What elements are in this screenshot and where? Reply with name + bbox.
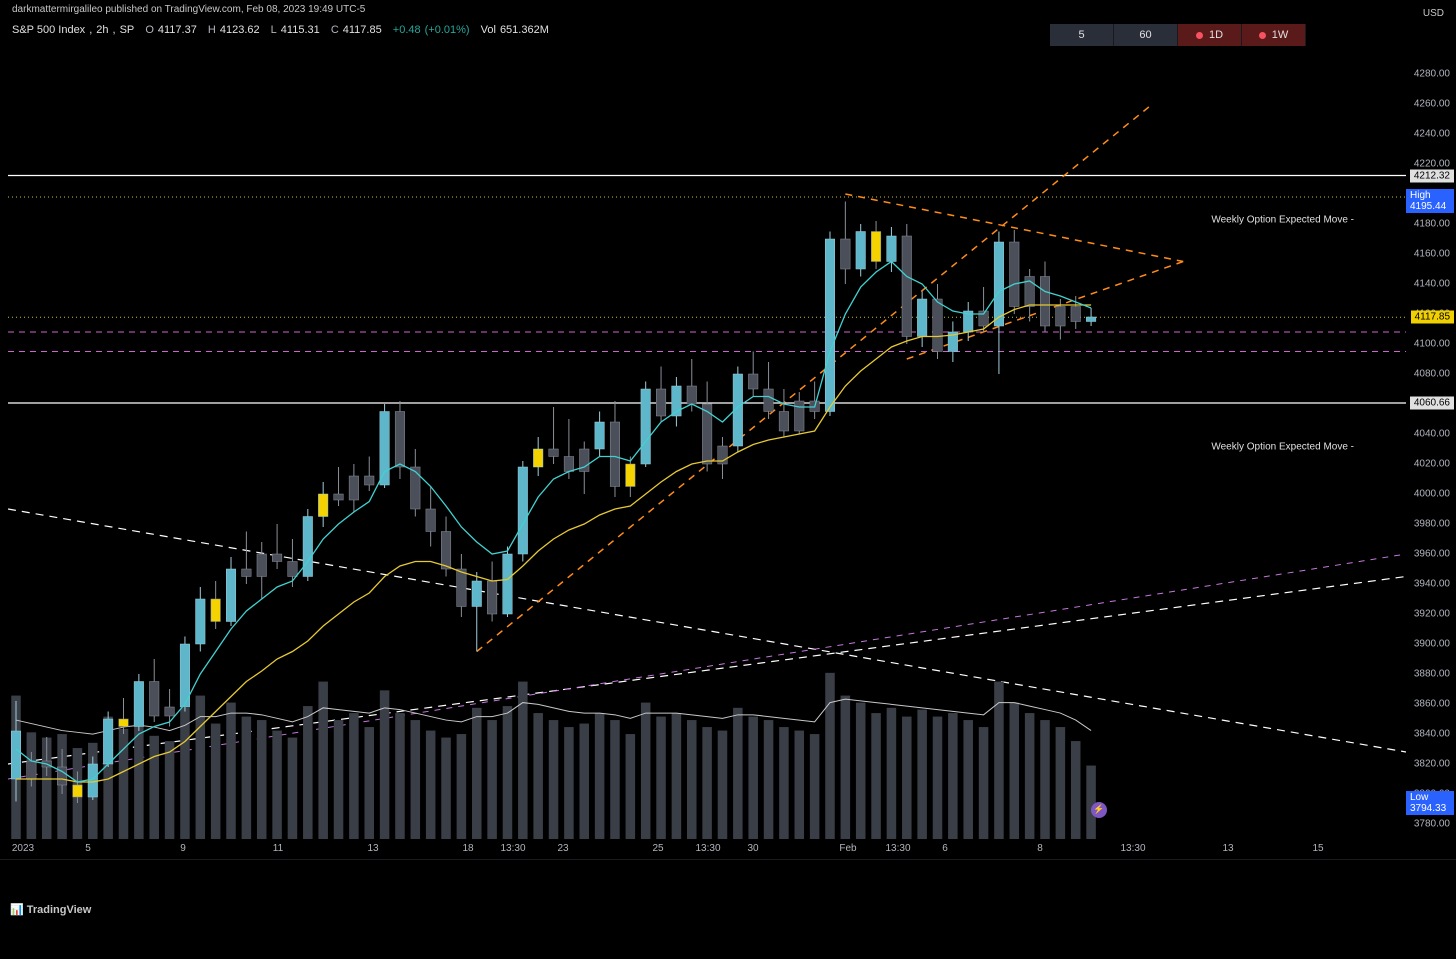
expected-move-up-label: Weekly Option Expected Move - [1211,214,1354,225]
ohlc-h: 4123.62 [220,24,260,36]
y-axis[interactable]: 3780.003800.003820.003840.003860.003880.… [1406,44,1456,839]
timeframe-bar: 5 60 1D 1W [1050,24,1306,46]
tf-1d[interactable]: 1D [1178,24,1242,46]
chart-svg [8,44,1406,839]
symbol-name: S&P 500 Index [12,24,85,36]
tradingview-logo[interactable]: 📊 TradingView [10,903,91,916]
tf-1w[interactable]: 1W [1242,24,1306,46]
expected-move-down-label: Weekly Option Expected Move - [1211,442,1354,453]
alert-dot-icon [1196,32,1203,39]
symbol-ex: SP [120,24,135,36]
ohlc-l: 4115.31 [281,24,320,36]
vol-label: Vol [481,24,496,36]
footer: 📊 TradingView [0,859,1456,959]
symbol-tf: 2h [96,24,108,36]
chg: +0.48 [393,24,421,36]
ohlc-o: 4117.37 [158,24,197,36]
tf-5[interactable]: 5 [1050,24,1114,46]
publisher-text: darkmattermirgalileo published on Tradin… [12,4,365,15]
lightning-icon[interactable]: ⚡ [1091,802,1107,818]
publish-header: darkmattermirgalileo published on Tradin… [0,0,1456,18]
symbol-info[interactable]: S&P 500 Index, 2h, SP O4117.37 H4123.62 … [12,24,549,36]
currency-label: USD [1423,8,1444,19]
ohlc-c: 4117.85 [343,24,382,36]
vol: 651.362M [500,24,549,36]
tf-60[interactable]: 60 [1114,24,1178,46]
chgpct: (+0.01%) [425,24,470,36]
x-axis[interactable]: 20235911131813:30232513:3030Feb13:306813… [8,843,1406,859]
price-chart[interactable]: Weekly Option Expected Move - Weekly Opt… [8,44,1406,839]
alert-dot-icon [1259,32,1266,39]
